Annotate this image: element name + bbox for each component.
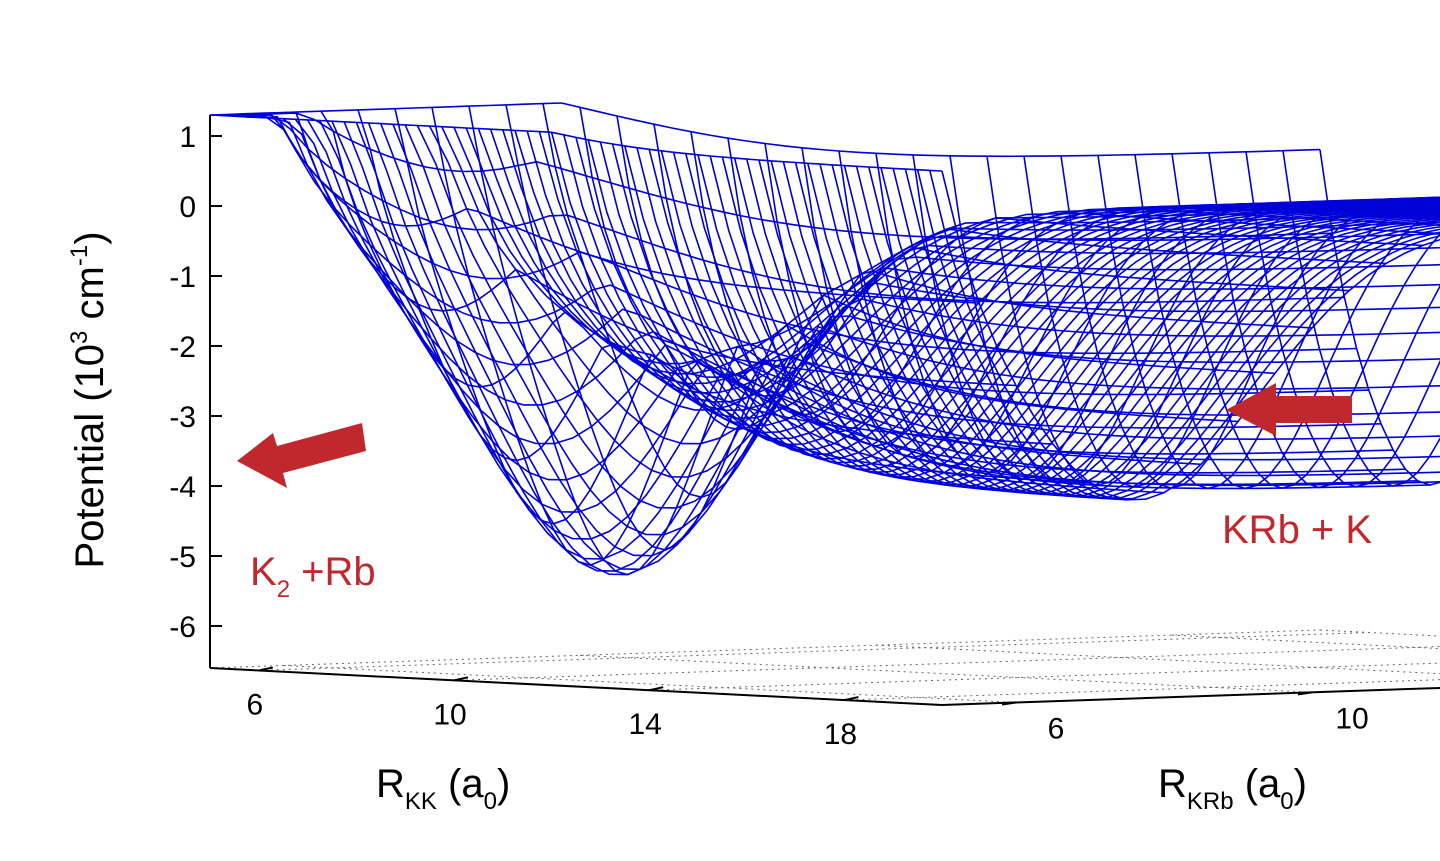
z-axis-label-mid: cm [68,266,112,330]
annotation-k2-main: K [250,550,277,594]
floor-grid-line-y [579,654,1313,693]
mesh-line-rkrb [616,115,1350,377]
x-tick-labels: 6 10 14 18 [246,666,859,751]
arrow-left [237,423,366,488]
mesh-line-rkrb [1282,150,1440,487]
mesh-line-rkrb [1060,155,1440,489]
mesh-line-rkrb [505,104,1239,551]
floor-grid-line-y [875,644,1440,675]
floor-back-edge [1319,629,1440,637]
mesh-line-rkrb [357,109,1091,484]
mesh-line-rkk [392,124,1440,557]
floor-grid [209,629,1440,703]
x-axis-label-sub: KK [405,788,437,815]
mesh-line-rkrb [875,153,1440,475]
z-tick-label: -3 [169,401,196,434]
arrow-right [1226,383,1352,436]
x-axis-label-main: R [376,762,405,806]
y-tick-mark [1297,691,1313,696]
floor-grid-line-x [258,631,1369,671]
x-tick-label: 18 [824,718,857,751]
x-axis-label: RKK (a0) [376,762,510,815]
z-axis-label-sup: 3 [66,331,93,344]
y-tick-mark [1001,701,1017,706]
y-tick-label: 10 [1335,702,1368,735]
mesh-line-rkrb [653,124,1387,398]
mesh-line-rkrb [394,108,1128,525]
z-tick-label: -5 [169,541,196,574]
mesh-line-rkrb [1245,151,1440,488]
annotation-k2-rb: K2 +Rb [250,550,376,603]
x-tick-label: 6 [246,688,263,721]
x-axis-label-sub2: 0 [484,788,497,815]
z-axis-label: Potential (103 cm-1) [66,231,112,568]
x-tick-label: 14 [629,708,662,741]
y-axis-label-sub: KRb [1187,788,1234,815]
z-tick-label: -6 [169,611,196,644]
floor-left-edge [209,629,1321,669]
z-axis-label-end: ) [68,231,112,244]
surface-mesh [209,102,1440,576]
mesh-line-rkrb [431,107,1165,566]
mesh-line-rkrb [1023,156,1440,488]
annotation-krb-k: KRb + K [1222,508,1372,552]
mesh-line-rkrb [949,155,1440,484]
z-tick-label: -4 [169,471,196,504]
z-tick-labels: 1 0 -1 -2 -3 -4 -5 -6 [169,121,222,644]
mesh-line-rkrb [1134,154,1440,490]
floor-grid-line-x [453,646,1440,681]
y-axis-line [941,686,1440,706]
mesh-line-rkrb [468,105,1202,576]
x-tick-mark [844,696,859,702]
y-axis-label-sub2: 0 [1280,788,1293,815]
mesh-line-rkrb [1208,152,1440,489]
z-tick-label: -2 [169,331,196,364]
x-axis-line [209,667,943,706]
z-axis-label-sup2: -1 [66,245,93,266]
floor-grid-line-x [649,662,1440,691]
x-axis-label-rest: (a [437,762,484,806]
y-axis-label-main: R [1158,762,1187,806]
annotation-k2-rest: +Rb [290,550,376,594]
y-tick-label: 6 [1048,712,1065,745]
y-axis-label-end: ) [1294,762,1307,806]
mesh-line-rkrb [1097,155,1440,490]
mesh-line-rkrb [986,156,1440,487]
y-axis-label-rest: (a [1234,762,1281,806]
floor-grid-line-y [1171,634,1440,650]
x-tick-label: 10 [433,698,466,731]
floor-grid-line-x [844,679,1440,701]
mesh-line-rkrb [801,147,1440,459]
x-axis-label-end: ) [497,762,510,806]
mesh-line-rkrb [912,154,1440,480]
z-tick-label: -1 [169,261,196,294]
mesh-line-rkrb [838,150,1440,468]
z-tick-label: 1 [179,121,196,154]
x-tick-mark [258,666,274,672]
z-axis-label-main: Potential (10 [68,344,112,569]
floor-grid-line-y [283,664,1017,703]
mesh-line-rkrb [283,111,1017,387]
x-tick-mark [648,686,664,692]
x-tick-mark [453,676,469,682]
mesh-line-rkrb [579,107,1313,431]
annotation-k2-sub: 2 [277,576,290,603]
z-tick-label: 0 [179,191,196,224]
axes [209,115,1440,706]
mesh-line-rkrb [1171,153,1440,489]
mesh-line-rkrb [209,114,943,172]
y-axis-label: RKRb (a0) [1158,762,1307,815]
